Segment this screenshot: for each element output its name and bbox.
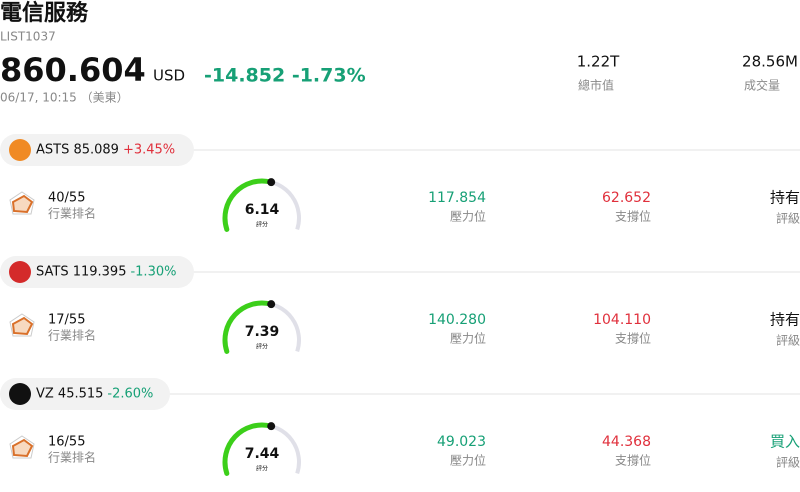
stock-change: -2.60% [107,387,153,402]
stock-pill [0,378,170,410]
code: LIST1037 [0,30,56,44]
support-label: 支撐位 [615,331,651,346]
gauge-fill [222,422,274,476]
radar-icon [9,435,35,459]
gauge-dot [267,178,276,187]
score-label: 評分 [256,465,268,473]
stock-pill [0,134,194,166]
rank: 16/55 [48,435,85,450]
stock-name: VZ 45.515 [36,387,103,402]
stock-name: ASTS 85.089 [36,143,119,158]
change: -14.852 -1.73% [204,65,366,87]
rank: 17/55 [48,313,85,328]
resistance: 117.854 [428,190,486,206]
radar-icon [9,191,35,215]
score: 7.44 [245,446,280,462]
resistance-label: 壓力位 [450,331,486,346]
rank-label: 行業排名 [48,206,96,221]
score-label: 評分 [256,343,268,351]
radar-shape [11,194,34,214]
score-label: 評分 [256,221,268,229]
gauge-fill [222,178,274,232]
gauge-dot [267,422,276,431]
resistance: 140.280 [428,312,486,328]
stock-name: SATS 119.395 [36,265,126,280]
score: 7.39 [245,324,280,340]
rating-label: 評級 [776,211,800,226]
stat-label: 成交量 [744,78,780,93]
stock-change: -1.30% [130,265,176,280]
radar-shape [11,316,34,336]
stock-icon [9,261,31,283]
currency: USD [153,67,185,85]
price: 860.604 [0,51,146,89]
support: 104.110 [593,312,651,328]
radar-icon [9,313,35,337]
gauge-dot [267,300,276,309]
stock-icon [9,139,31,161]
stock-change: +3.45% [123,143,175,158]
rating-label: 評級 [776,455,800,470]
rank-label: 行業排名 [48,328,96,343]
radar-shape [11,438,34,458]
stock-icon [9,383,31,405]
resistance-label: 壓力位 [450,453,486,468]
resistance: 49.023 [437,434,486,450]
gauge-fill [222,300,274,354]
rating: 持有 [770,189,800,207]
support-label: 支撐位 [615,453,651,468]
rating: 買入 [770,433,800,451]
rating: 持有 [770,311,800,329]
stat-label: 總市值 [578,78,614,93]
time: 06/17, 10:15 （美東） [0,91,129,105]
score: 6.14 [245,202,280,218]
rating-label: 評級 [776,333,800,348]
support: 62.652 [602,190,651,206]
stock-pill [0,256,194,288]
support-label: 支撐位 [615,209,651,224]
rank: 40/55 [48,191,85,206]
resistance-label: 壓力位 [450,209,486,224]
support: 44.368 [602,434,651,450]
stat-value: 1.22T [577,53,620,71]
rank-label: 行業排名 [48,450,96,465]
stat-value: 28.56M [742,53,798,71]
title: 電信服務 [0,0,89,26]
